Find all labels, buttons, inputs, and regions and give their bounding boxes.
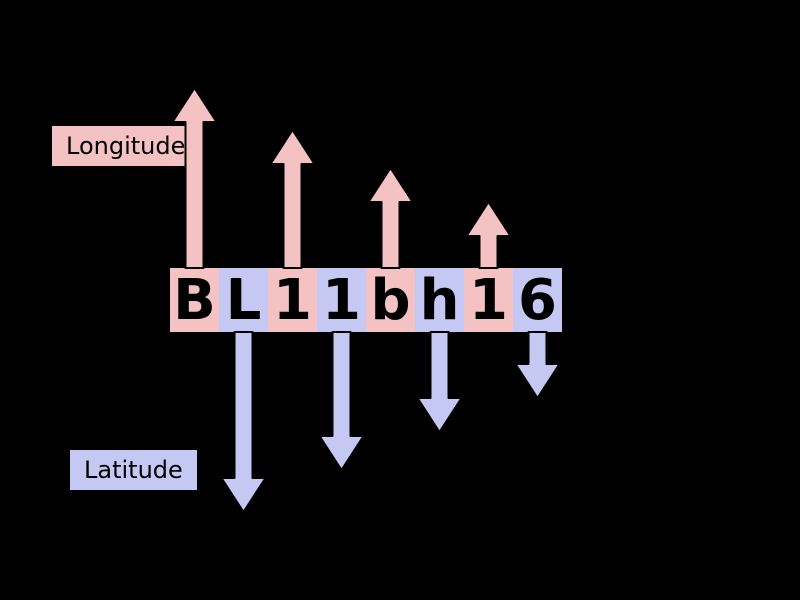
longitude-label: Longitude (52, 126, 199, 166)
locator-char-7: 6 (513, 268, 562, 332)
locator-char-0: B (170, 268, 219, 332)
locator-char-2: 1 (268, 268, 317, 332)
locator-char-5: h (415, 268, 464, 332)
locator-char-1: L (219, 268, 268, 332)
locator-char-3: 1 (317, 268, 366, 332)
locator-code-row: BL11bh16 (170, 268, 562, 332)
locator-char-6: 1 (464, 268, 513, 332)
latitude-label: Latitude (70, 450, 197, 490)
locator-char-4: b (366, 268, 415, 332)
